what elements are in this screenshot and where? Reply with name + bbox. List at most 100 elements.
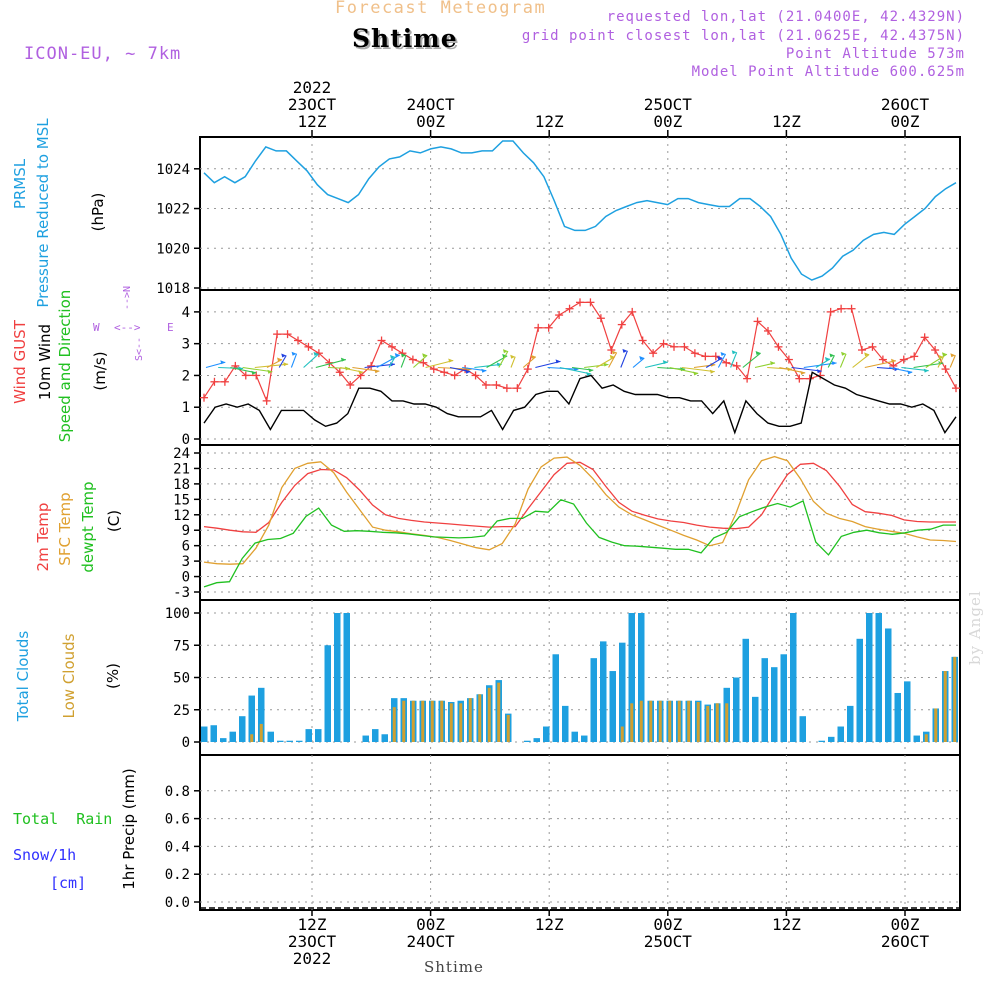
pressure-unit: (hPa) <box>89 172 107 252</box>
low-cloud-bar <box>497 682 501 742</box>
total-cloud-bar <box>552 654 559 742</box>
bottom-time-label: 12Z <box>298 915 327 934</box>
low-cloud-bar <box>696 702 700 742</box>
top-time-label: 12Z <box>772 112 801 131</box>
y-tick-label: 3 <box>182 554 190 570</box>
gust-marker <box>450 371 459 380</box>
y-axis-5: 0.0 0.2 0.4 0.6 0.8 <box>165 784 960 911</box>
low-cloud-bar <box>687 700 691 742</box>
total-cloud-bar <box>894 692 901 742</box>
total-cloud-bar <box>324 645 331 742</box>
gust-marker <box>388 342 396 351</box>
svg-text:<-->: <--> <box>114 321 141 334</box>
y-axis-2: 0 1 2 3 4 <box>182 305 960 448</box>
bottom-time-label: 26OCT <box>881 932 930 951</box>
precip-axis-text: 1hr Precip (mm) <box>120 768 138 890</box>
total-cloud-bar <box>600 641 607 742</box>
gust-marker <box>408 355 417 364</box>
y-tick-label: -3 <box>173 585 190 601</box>
gust-marker <box>555 311 564 320</box>
total-cloud-bar <box>286 740 293 742</box>
low-cloud-bar <box>411 700 415 742</box>
gust-text: Wind GUST <box>11 320 29 404</box>
gust-marker <box>711 352 720 361</box>
watermark: by Angel <box>966 590 984 665</box>
gust-marker <box>492 380 501 389</box>
prmsl-label: PRMSL <box>11 104 29 264</box>
total-cloud-bar <box>533 738 540 742</box>
total-cloud-bar <box>590 658 597 742</box>
total-cloud-bar <box>619 642 626 742</box>
y-tick-label: 1024 <box>156 162 190 178</box>
y-tick-label: 9 <box>182 523 190 539</box>
low-cloud-bar <box>725 703 729 742</box>
gust-marker <box>753 317 762 326</box>
y-tick-label: 1018 <box>156 281 190 297</box>
top-time-label: 26OCT <box>881 95 930 114</box>
gust-marker <box>690 349 699 358</box>
gust-marker <box>596 314 605 323</box>
bottom-time-label: 00Z <box>653 915 682 934</box>
low-cloud-bar <box>943 671 947 742</box>
total-cloud-bar <box>638 613 645 742</box>
gust-marker <box>429 365 438 374</box>
total-cloud-bar <box>913 735 920 742</box>
gust-marker <box>826 307 835 316</box>
total-cloud-bar <box>609 671 616 742</box>
low-cloud-bar <box>478 694 482 742</box>
low-cloud-bar <box>449 703 453 742</box>
snow-legend-text: Snow/1h <box>13 846 77 864</box>
total-cloud-bar <box>581 735 588 742</box>
pressure-label: Pressure Reduced to MSL <box>34 103 52 323</box>
temp-unit-text: (C) <box>105 509 123 533</box>
low-cloud-bar <box>440 700 444 742</box>
y-tick-label: 75 <box>173 638 190 654</box>
total-cloud-bar <box>305 729 312 742</box>
y-tick-label: 100 <box>165 606 190 622</box>
gust-marker <box>607 346 616 355</box>
low-cloud-bar <box>620 726 624 742</box>
low-cloud-bar <box>658 700 662 742</box>
total-cloud-bar <box>733 677 740 742</box>
y-axis-1: 1018 1020 1022 1024 <box>156 162 960 297</box>
bottom-time-label: 2022 <box>293 949 332 968</box>
y-tick-label: 4 <box>182 305 190 321</box>
top-time-label: 00Z <box>653 112 682 131</box>
low-cloud-bar <box>468 698 472 742</box>
grid-point-coords: grid point closest lon,lat (21.0625E, 42… <box>521 28 965 44</box>
y-tick-label: 24 <box>173 446 190 462</box>
wind-text: 10m Wind <box>36 323 54 401</box>
compass-icon: W E <--> -->N S<-- <box>93 286 174 361</box>
top-time-label: 00Z <box>416 112 445 131</box>
gust-marker <box>732 361 741 370</box>
y-tick-label: 50 <box>173 671 190 687</box>
total-cloud-bar <box>334 613 341 742</box>
gust-marker <box>523 365 532 374</box>
point-altitude: Point Altitude 573m <box>785 46 965 62</box>
y-tick-label: 2 <box>182 368 190 384</box>
footer-location: Shtime <box>424 958 484 976</box>
y-tick-label: 0 <box>182 570 190 586</box>
total-cloud-bar <box>296 740 303 742</box>
sfc-text: SFC Temp <box>56 492 74 566</box>
panel-frame <box>199 136 961 291</box>
gust-marker <box>941 365 950 374</box>
pressure-unit-text: (hPa) <box>89 192 107 232</box>
y-tick-label: 1 <box>182 400 190 416</box>
total-cloud-bar <box>562 705 569 742</box>
gust-marker <box>743 374 752 383</box>
gust-label: Wind GUST <box>11 312 29 412</box>
wind-label: 10m Wind <box>36 312 54 412</box>
gust-marker <box>952 384 960 393</box>
total-cloud-bar <box>248 695 255 742</box>
low-cloud-bar <box>259 723 263 742</box>
gust-marker <box>241 371 250 380</box>
total-clouds-label: Total Clouds <box>14 621 32 731</box>
total-cloud-bar <box>628 613 635 742</box>
clouds-unit: (%) <box>104 646 122 706</box>
bottom-time-label: 23OCT <box>288 932 337 951</box>
precip-axis-label: 1hr Precip (mm) <box>120 759 138 899</box>
gust-marker <box>482 380 490 389</box>
dewpt-text: dewpt Temp <box>79 481 97 573</box>
